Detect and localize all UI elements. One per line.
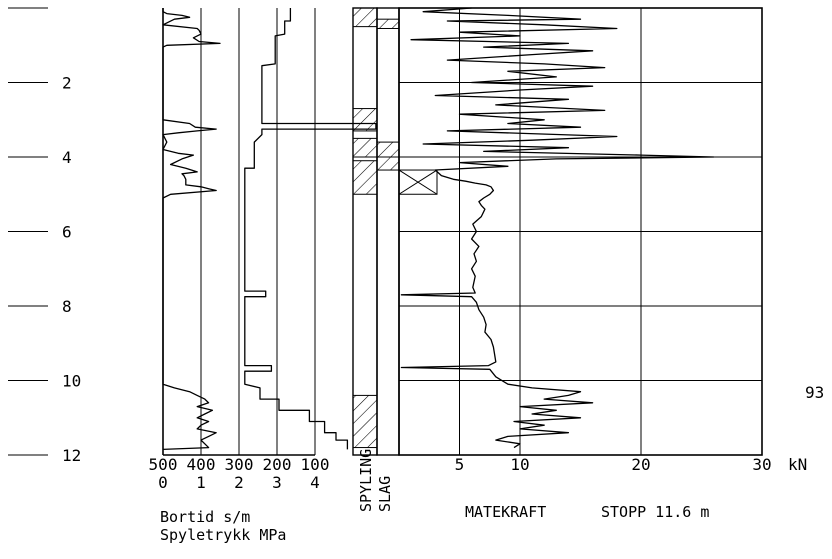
depth-tick-label: 6 (62, 223, 72, 242)
matekraft-tick-label: 30 (752, 455, 771, 474)
slag-hatched-interval (376, 156, 400, 171)
label-93: 93 (805, 383, 824, 402)
matekraft-grid (398, 7, 763, 456)
depth-tick-label: 2 (62, 74, 72, 93)
bortid-grid (162, 8, 316, 456)
matekraft-series (400, 7, 715, 449)
bortid-tick-label: 300 (225, 455, 254, 474)
depth-axis: 2 4 6 8 10 12 (8, 7, 81, 465)
stopp-label: STOPP 11.6 m (601, 503, 709, 521)
matekraft-tick-labels: 5 10 20 30 (455, 455, 772, 474)
bortid-tick-label: 100 (301, 455, 330, 474)
depth-tick-label: 4 (62, 148, 72, 167)
spyling-hatched-interval (352, 108, 378, 132)
spyling-hatched-interval (352, 7, 378, 28)
spyling-column (352, 7, 378, 456)
spyling-hatched-interval (352, 137, 378, 158)
spyletrykk-tick-label: 0 (158, 473, 168, 492)
spyletrykk-tick-label: 2 (234, 473, 244, 492)
bortid-axis-label: Bortid s/m (160, 508, 250, 526)
matekraft-tick-label: 10 (510, 455, 529, 474)
matekraft-panel: 5 10 20 30 kN MATEKRAFT STOPP 11.6 m (398, 7, 807, 521)
matekraft-axis-label: MATEKRAFT (465, 503, 546, 521)
spyletrykk-tick-label: 1 (196, 473, 206, 492)
slag-hatched-interval (376, 141, 400, 158)
slag-column-frame (376, 7, 400, 456)
bortid-series (244, 8, 377, 450)
spyletrykk-axis-label: Spyletrykk MPa (160, 526, 286, 544)
depth-tick-label: 8 (62, 297, 72, 316)
matekraft-crossed-interval (398, 169, 438, 195)
matekraft-tick-label: 20 (631, 455, 650, 474)
depth-ticks: 2 4 6 8 10 12 (8, 74, 81, 465)
spyling-hatched-interval (352, 160, 378, 195)
crossed-line-b (398, 169, 438, 195)
spyletrykk-tick-labels: 0 1 2 3 4 (158, 473, 320, 492)
bortid-tick-label: 500 (149, 455, 178, 474)
spyletrykk-tick-label: 4 (310, 473, 320, 492)
spyletrykk-series (162, 8, 221, 451)
depth-tick-label: 12 (62, 446, 81, 465)
matekraft-unit-label: kN (788, 455, 807, 474)
spyling-slag-panel: SPYLING SLAG (352, 7, 400, 512)
spyling-hatched-interval (352, 394, 378, 449)
bortid-tick-label: 200 (263, 455, 292, 474)
bortid-panel: 500 400 300 200 100 0 1 2 3 4 Bortid s/m Spyletr… (149, 8, 377, 544)
bortid-tick-labels: 500 400 300 200 100 (149, 455, 330, 474)
crossed-box (398, 169, 438, 195)
spyling-column-frame (352, 7, 378, 456)
depth-tick-label: 10 (62, 372, 81, 391)
matekraft-tick-label: 5 (455, 455, 465, 474)
slag-label: SLAG (376, 476, 394, 512)
spyletrykk-tick-label: 3 (272, 473, 282, 492)
slag-hatched-interval (376, 18, 400, 29)
slag-column (376, 7, 400, 456)
spyling-label: SPYLING (357, 449, 375, 512)
bortid-tick-label: 400 (187, 455, 216, 474)
